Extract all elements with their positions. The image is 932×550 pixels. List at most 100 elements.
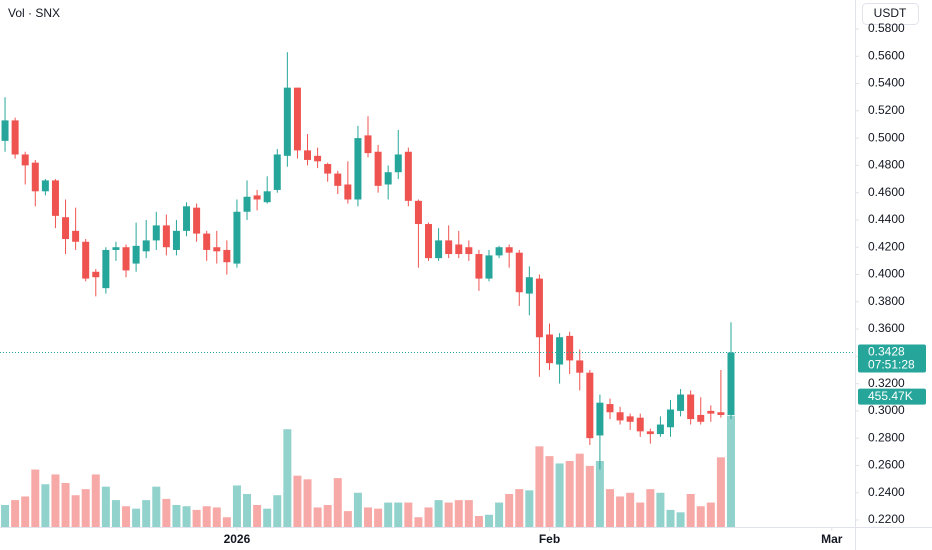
last-price-tag: [858, 344, 926, 373]
volume-bar: [464, 500, 473, 527]
volume-bar: [333, 478, 342, 527]
candle-body: [384, 172, 392, 185]
volume-bar: [293, 475, 302, 527]
candle-body: [626, 416, 634, 422]
volume-bar: [61, 483, 70, 527]
x-tick-label: Feb: [539, 532, 560, 546]
candle-body: [445, 240, 453, 255]
y-tick-label: 0.4800: [868, 158, 905, 172]
volume-bar: [474, 516, 483, 527]
volume-bar: [323, 505, 332, 527]
candle-body: [455, 244, 463, 255]
candle-body: [656, 424, 664, 435]
candle-body: [253, 195, 261, 200]
y-tick-label: 0.5800: [868, 21, 905, 35]
x-tick-label: 2026: [224, 532, 251, 546]
candle-body: [707, 410, 715, 414]
candle-body: [545, 334, 553, 364]
candle-body: [1, 120, 9, 141]
candle-body: [646, 431, 654, 435]
candle-body: [62, 217, 70, 240]
x-tick-label: Mar: [821, 532, 843, 546]
volume-bar: [646, 489, 655, 527]
volume-bar: [595, 461, 604, 527]
candle-body: [51, 180, 59, 216]
candle-body: [525, 277, 533, 294]
candle-body: [485, 255, 493, 279]
candle-body: [11, 120, 19, 155]
candle-body: [273, 154, 281, 190]
y-tick-label: 0.5400: [868, 76, 905, 90]
volume-bar: [555, 463, 564, 527]
volume-bar: [364, 507, 373, 527]
candle-body: [556, 337, 564, 365]
volume-bar: [343, 511, 352, 527]
candle-body: [142, 240, 150, 252]
volume-bar: [616, 496, 625, 527]
volume-bar: [676, 512, 685, 527]
candle-body: [122, 247, 130, 271]
volume-bar: [424, 507, 433, 527]
candle-body: [92, 271, 100, 278]
volume-bar: [222, 517, 231, 527]
y-tick-label: 0.4400: [868, 212, 905, 226]
candle-body: [666, 409, 674, 428]
candle-body: [112, 247, 120, 250]
volume-bar: [656, 492, 665, 527]
y-tick-label: 0.5200: [868, 103, 905, 117]
y-tick-label: 0.5000: [868, 130, 905, 144]
last-price-label: 0.3428: [868, 345, 905, 359]
volume-bar: [162, 498, 171, 527]
volume-bar: [111, 500, 120, 527]
volume-bar: [434, 500, 443, 527]
volume-bar: [585, 465, 594, 527]
volume-bar: [1, 505, 10, 527]
volume-bar: [31, 469, 40, 527]
candle-body: [505, 247, 513, 253]
candle-body: [636, 417, 644, 432]
volume-bar: [706, 502, 715, 527]
candle-body: [132, 245, 140, 264]
volume-bar: [666, 509, 675, 527]
volume-bar: [495, 502, 504, 527]
volume-bar: [515, 489, 524, 527]
volume-bar: [152, 486, 161, 527]
candle-body: [283, 87, 291, 156]
volume-bar: [313, 507, 322, 527]
volume-bar: [243, 494, 252, 527]
candle-body: [364, 135, 372, 154]
candle-body: [566, 335, 574, 361]
candle-body: [31, 162, 39, 192]
candle-body: [213, 247, 221, 252]
candle-body: [263, 191, 271, 203]
volume-bar: [384, 502, 393, 527]
y-tick-label: 0.2800: [868, 430, 905, 444]
candle-body: [475, 254, 483, 279]
volume-bar: [132, 508, 141, 527]
candle-body: [21, 154, 29, 166]
candle-body: [152, 225, 160, 241]
candle-body: [334, 173, 342, 186]
y-tick-label: 0.2200: [868, 512, 905, 526]
volume-bar: [686, 494, 695, 527]
volume-bar: [626, 492, 635, 527]
volume-bar: [101, 486, 110, 527]
volume-bar: [51, 474, 60, 527]
volume-bar: [182, 506, 191, 527]
volume-bar: [525, 490, 534, 527]
currency-label[interactable]: USDT: [874, 6, 907, 20]
candle-body: [515, 252, 523, 293]
volume-bar: [545, 456, 554, 527]
candle-body: [203, 233, 211, 250]
volume-bar: [636, 502, 645, 527]
candle-body: [172, 230, 180, 250]
volume-tag: [858, 388, 926, 405]
currency-button[interactable]: [862, 3, 919, 25]
volume-bar: [283, 429, 292, 527]
y-tick-label: 0.3800: [868, 294, 905, 308]
countdown-label: 07:51:28: [868, 358, 915, 372]
volume-bar: [404, 502, 413, 527]
candle-body: [314, 155, 322, 162]
